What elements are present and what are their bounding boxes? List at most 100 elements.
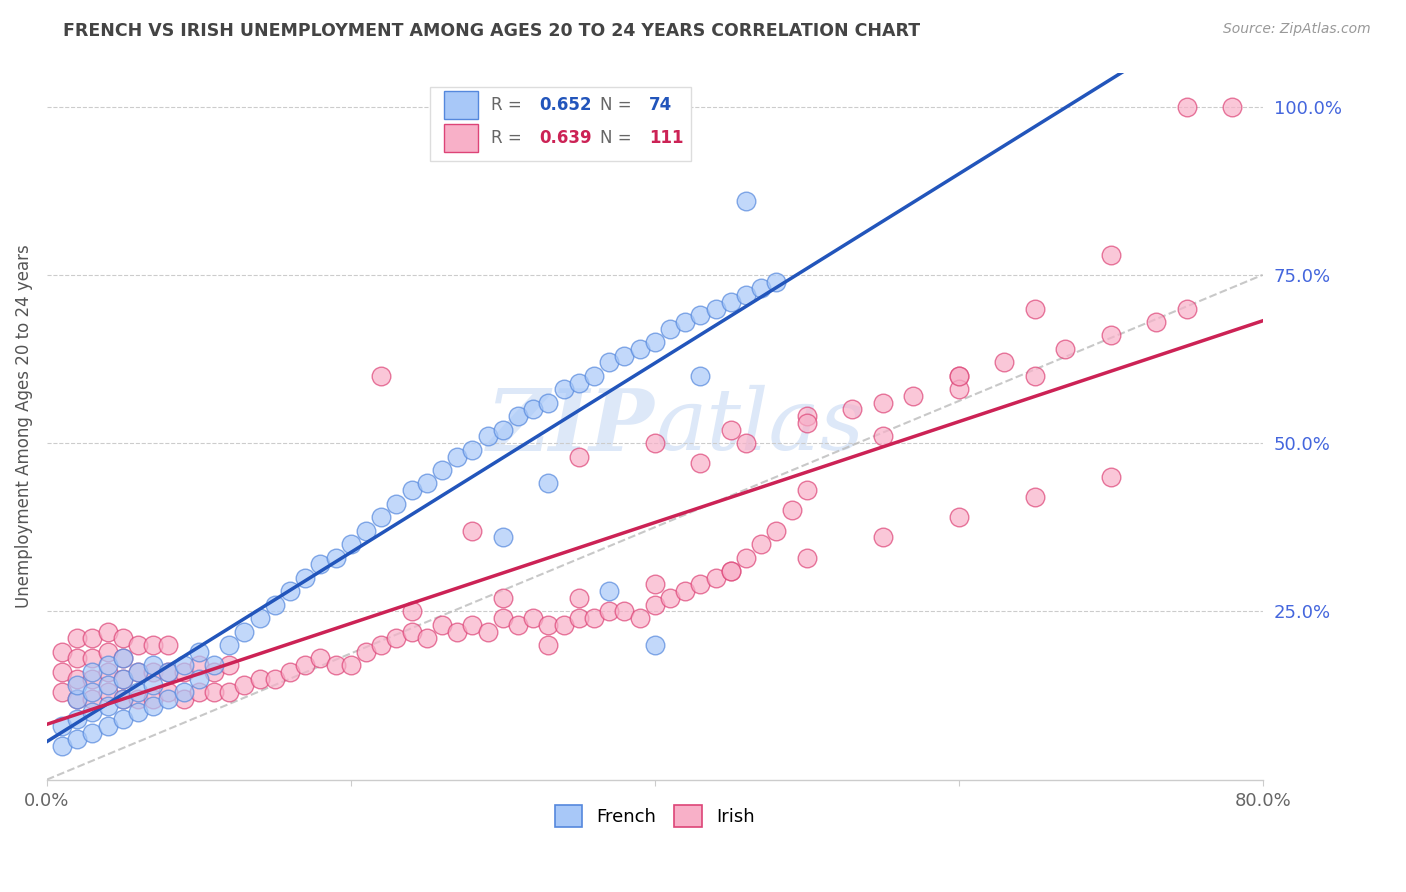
Point (659, 591, 682, 605)
Point (1099, 248, 1122, 262)
Point (187, 685, 209, 699)
Point (537, 396, 560, 410)
Point (173, 691, 195, 706)
Point (492, 591, 515, 605)
Point (416, 632, 439, 646)
Point (628, 342, 651, 356)
Text: 111: 111 (648, 129, 683, 147)
Point (689, 456, 711, 470)
Point (97, 665, 120, 679)
Point (948, 382, 970, 396)
Point (97, 698, 120, 713)
Point (187, 672, 209, 686)
FancyBboxPatch shape (444, 124, 478, 153)
Y-axis label: Unemployment Among Ages 20 to 24 years: Unemployment Among Ages 20 to 24 years (15, 244, 32, 608)
Point (1024, 368, 1046, 383)
Point (325, 658, 347, 673)
Point (537, 638, 560, 652)
Point (796, 550, 818, 565)
Point (506, 617, 529, 632)
Point (249, 672, 271, 686)
Point (97, 645, 120, 659)
Point (278, 584, 301, 599)
Point (66, 712, 89, 726)
Point (720, 564, 742, 578)
Point (173, 685, 195, 699)
Point (111, 691, 134, 706)
Point (644, 598, 666, 612)
Point (202, 658, 225, 673)
Point (111, 651, 134, 665)
Point (294, 571, 316, 585)
Point (1220, 100, 1243, 114)
Point (492, 611, 515, 625)
Point (613, 349, 636, 363)
Point (111, 651, 134, 665)
Point (142, 638, 165, 652)
Point (568, 376, 591, 390)
Point (187, 645, 209, 659)
Point (872, 429, 894, 443)
Point (51, 739, 73, 753)
Point (82, 665, 104, 679)
Point (735, 288, 758, 302)
Point (202, 665, 225, 679)
Point (142, 678, 165, 692)
Point (568, 450, 591, 464)
Point (97, 624, 120, 639)
Point (111, 672, 134, 686)
Point (127, 638, 149, 652)
Point (249, 611, 271, 625)
Legend: French, Irish: French, Irish (548, 797, 762, 834)
Point (401, 604, 423, 618)
Point (644, 577, 666, 591)
Point (796, 409, 818, 424)
Point (644, 335, 666, 350)
Point (127, 685, 149, 699)
Point (689, 308, 711, 322)
Point (51, 665, 73, 679)
Point (582, 368, 605, 383)
Point (872, 530, 894, 544)
Text: FRENCH VS IRISH UNEMPLOYMENT AMONG AGES 20 TO 24 YEARS CORRELATION CHART: FRENCH VS IRISH UNEMPLOYMENT AMONG AGES … (63, 22, 921, 40)
Point (66, 672, 89, 686)
Point (82, 672, 104, 686)
Point (506, 409, 529, 424)
Text: R =: R = (491, 129, 527, 147)
Point (704, 571, 727, 585)
Point (401, 483, 423, 498)
Point (720, 564, 742, 578)
Point (218, 685, 240, 699)
Point (66, 651, 89, 665)
Point (644, 436, 666, 450)
Point (628, 611, 651, 625)
Point (735, 436, 758, 450)
Point (370, 510, 392, 524)
Text: 74: 74 (648, 95, 672, 114)
Point (461, 442, 484, 457)
Point (51, 645, 73, 659)
Point (537, 617, 560, 632)
Point (948, 510, 970, 524)
Point (202, 685, 225, 699)
Point (401, 624, 423, 639)
Point (127, 691, 149, 706)
Point (82, 632, 104, 646)
Point (568, 591, 591, 605)
Point (689, 368, 711, 383)
Point (598, 355, 620, 369)
Point (142, 691, 165, 706)
Point (582, 611, 605, 625)
Point (522, 611, 544, 625)
Point (218, 658, 240, 673)
Point (263, 598, 285, 612)
Point (340, 658, 363, 673)
Point (477, 624, 499, 639)
Point (522, 402, 544, 417)
Point (370, 368, 392, 383)
Point (492, 423, 515, 437)
Text: atlas: atlas (655, 385, 863, 467)
Text: 0.639: 0.639 (540, 129, 592, 147)
Point (598, 604, 620, 618)
Point (66, 632, 89, 646)
